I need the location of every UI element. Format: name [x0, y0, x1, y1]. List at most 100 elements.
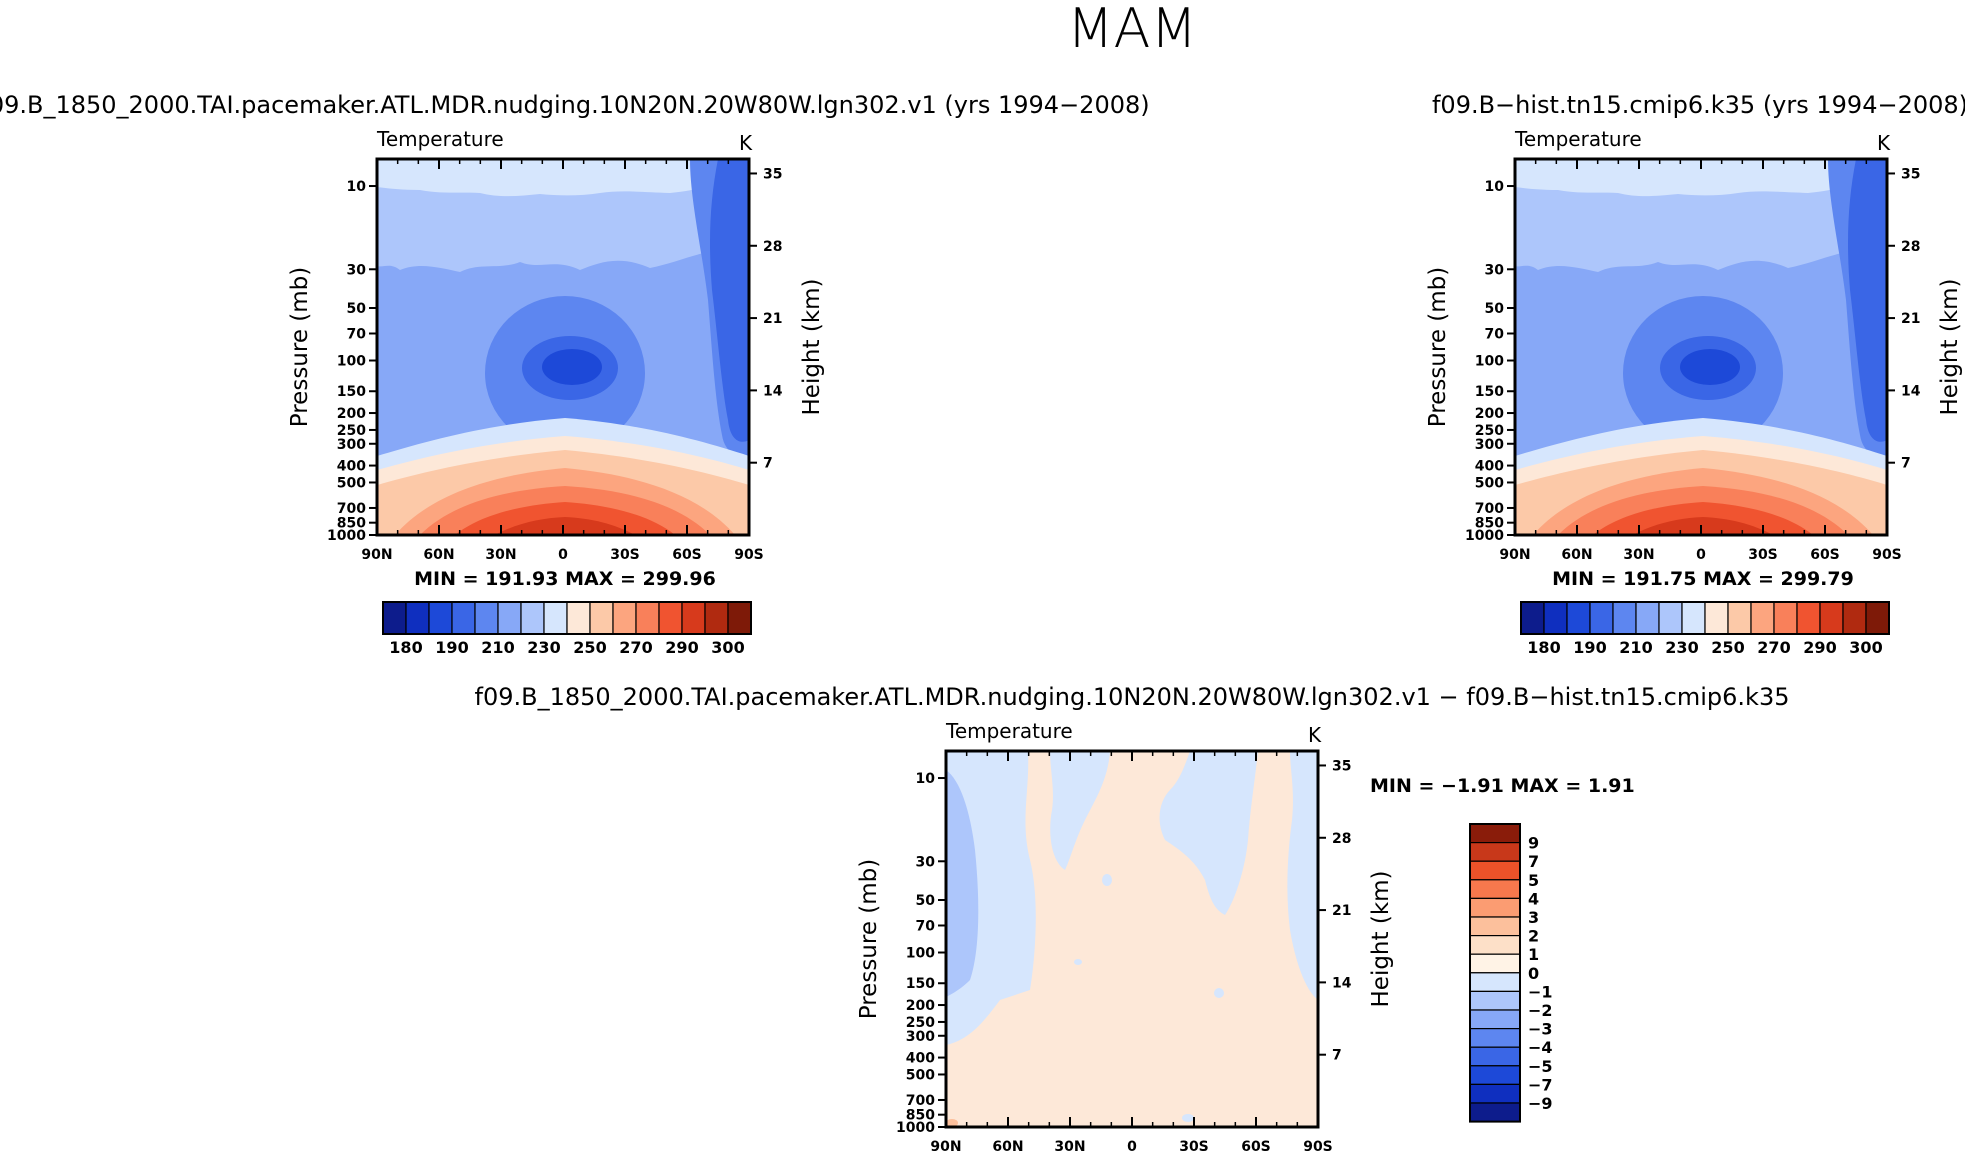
- left-ytick-label: 700: [337, 501, 366, 517]
- left-ytick-label: 300: [337, 437, 366, 453]
- left-var-label: Temperature: [376, 127, 504, 151]
- diff-colorbar-label: −5: [1528, 1057, 1553, 1076]
- right-ytick-label: 50: [1485, 301, 1505, 317]
- right-ytick-label: 500: [1475, 475, 1504, 491]
- diff-colorbar-label: 0: [1528, 964, 1539, 983]
- right-colorbar-cell: [1589, 601, 1614, 635]
- diff-y2tick-label: 28: [1332, 831, 1351, 847]
- left-stats: MIN = 191.93 MAX = 299.96: [414, 568, 716, 590]
- diff-colorbar-label: 9: [1528, 834, 1539, 853]
- right-ytick-label: 400: [1475, 459, 1504, 475]
- diff-var-label: Temperature: [945, 719, 1073, 743]
- diff-contour-dot3: [1214, 988, 1224, 998]
- diff-y2label: Height (km): [1368, 870, 1394, 1007]
- diff-colorbar-cell: [1469, 823, 1521, 844]
- left-colorbar-cell: [566, 601, 591, 635]
- right-ytick-label: 200: [1475, 406, 1504, 422]
- left-ytick-label: 500: [337, 475, 366, 491]
- diff-ytick-label: 150: [906, 976, 935, 992]
- diff-y2tick-label: 14: [1332, 975, 1352, 991]
- right-colorbar-cell: [1727, 601, 1752, 635]
- left-ytick-label: 10: [347, 179, 367, 195]
- right-contour-low-core: [1680, 349, 1740, 385]
- right-ytick-label: 150: [1475, 384, 1504, 400]
- left-colorbar-label: 190: [435, 638, 468, 657]
- left-colorbar-cell: [382, 601, 407, 635]
- left-colorbar-cell: [428, 601, 453, 635]
- left-colorbar-label: 230: [527, 638, 560, 657]
- right-xtick-label: 30N: [1623, 547, 1654, 563]
- left-colorbar-cell: [474, 601, 499, 635]
- diff-ytick-label: 100: [906, 946, 935, 962]
- left-xtick-label: 60S: [672, 547, 702, 563]
- left-colorbar-label: 290: [665, 638, 698, 657]
- left-ytick-label: 70: [347, 326, 367, 342]
- diff-colorbar-cell: [1469, 1065, 1521, 1086]
- left-xtick-label: 30S: [610, 547, 640, 563]
- left-ytick-label: 1000: [327, 528, 366, 544]
- right-colorbar-label: 210: [1619, 638, 1652, 657]
- right-ytick-label: 10: [1485, 179, 1505, 195]
- left-ytick-label: 50: [347, 301, 367, 317]
- right-ytick-label: 300: [1475, 437, 1504, 453]
- right-colorbar-cell: [1520, 601, 1545, 635]
- left-contour-band-east2: [710, 159, 749, 442]
- left-y2label: Height (km): [799, 278, 825, 415]
- right-colorbar: 180 190 210 230 250 270 290 300: [1520, 601, 1890, 657]
- diff-colorbar-label: −9: [1528, 1094, 1553, 1113]
- diff-ylabel: Pressure (mb): [856, 859, 882, 1019]
- right-contour-fill: [1515, 159, 1887, 535]
- left-colorbar-cell: [520, 601, 545, 635]
- diff-ytick-label: 1000: [896, 1120, 935, 1136]
- diff-ytick-label: 850: [906, 1108, 935, 1124]
- right-xtick-label: 60N: [1561, 547, 1592, 563]
- left-ytick-label: 30: [347, 262, 367, 278]
- diff-ytick-label: 500: [906, 1067, 935, 1083]
- right-colorbar-cell: [1612, 601, 1637, 635]
- diff-contour-dot1: [1102, 874, 1112, 886]
- left-colorbar-cell: [543, 601, 568, 635]
- diff-colorbar-cell: [1469, 1102, 1521, 1123]
- right-contour-band-east2: [1848, 159, 1887, 442]
- left-y2tick-label: 14: [763, 383, 783, 399]
- left-y2tick-label: 21: [763, 311, 782, 327]
- left-colorbar-cell: [612, 601, 637, 635]
- left-contour-fill: [377, 159, 749, 535]
- left-contour-band-top2: [377, 159, 749, 197]
- right-colorbar-cell: [1566, 601, 1591, 635]
- right-colorbar-label: 250: [1711, 638, 1744, 657]
- right-ticks: 1030507010015020025030040050070085010003…: [1465, 159, 1921, 563]
- right-y2tick-label: 7: [1901, 456, 1911, 472]
- diff-contour-fill: [946, 751, 1318, 1127]
- diff-colorbar-cell: [1469, 842, 1521, 862]
- left-colorbar-label: 250: [573, 638, 606, 657]
- diff-colorbar-cell: [1469, 1028, 1521, 1048]
- diff-colorbar-cell: [1469, 860, 1521, 881]
- right-ytick-label: 30: [1485, 262, 1505, 278]
- diff-contour-neg-west-core: [946, 770, 979, 997]
- right-ylabel: Pressure (mb): [1425, 267, 1451, 427]
- right-y2tick-label: 28: [1901, 239, 1920, 255]
- left-colorbar-label: 210: [481, 638, 514, 657]
- diff-ytick-label: 50: [916, 893, 936, 909]
- right-colorbar-cell: [1543, 601, 1568, 635]
- right-y2label: Height (km): [1937, 278, 1963, 415]
- right-colorbar-cell: [1842, 601, 1867, 635]
- left-case-title: f09.B_1850_2000.TAI.pacemaker.ATL.MDR.nu…: [0, 91, 1150, 119]
- right-colorbar-cell: [1681, 601, 1706, 635]
- diff-y2tick-label: 7: [1332, 1048, 1342, 1064]
- right-y2tick-label: 35: [1901, 166, 1920, 182]
- right-colorbar-cell: [1704, 601, 1729, 635]
- diff-contour-dot5: [946, 1119, 958, 1127]
- diff-xtick-label: 60N: [992, 1139, 1023, 1155]
- left-ytick-label: 200: [337, 406, 366, 422]
- diff-colorbar-cell: [1469, 934, 1521, 955]
- right-colorbar-label: 230: [1665, 638, 1698, 657]
- diff-units-label: K: [1308, 723, 1322, 747]
- left-ticks: 1030507010015020025030040050070085010003…: [327, 159, 783, 563]
- right-ytick-label: 1000: [1465, 528, 1504, 544]
- diff-colorbar-label: 3: [1528, 908, 1539, 927]
- right-case-title: f09.B−hist.tn15.cmip6.k35 (yrs 1994−2008…: [1432, 91, 1965, 119]
- left-ytick-label: 100: [337, 354, 366, 370]
